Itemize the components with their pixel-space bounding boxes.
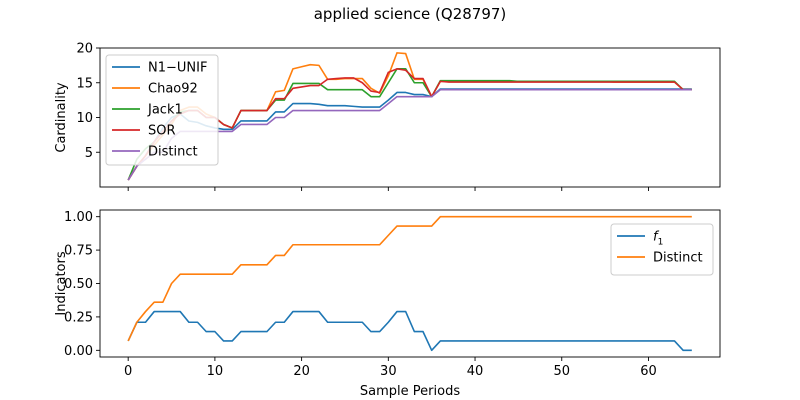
x-tick-label-2-2: 10 [207,364,224,379]
legend-label-1-5: Distinct [148,145,198,160]
y-tick-label-1-3: 15 [76,76,93,91]
panel-2: 0 10 20 30 40 50 60 0.00 0.25 0.50 0.75 1.00 Indicat… [54,209,721,399]
series-line-2-2 [127,215,692,342]
legend-box-2 [610,223,714,276]
series-line-2-1 [127,310,692,352]
legend-label-1-3: Jack1 [147,103,183,118]
series-line-1-4 [127,68,692,181]
figure-title: applied science (Q28797) [314,5,507,23]
x-axis-label-2: Sample Periods [360,384,460,399]
x-tick-label-2-1: 0 [124,364,132,379]
x-tick-label-2-5: 40 [467,364,484,379]
x-tick-label-2-4: 30 [380,364,397,379]
legend-1: N1−UNIF Chao92 Jack1 SOR Distinct [105,54,219,166]
x-tick-label-2-3: 20 [293,364,310,379]
x-tick-label-2-7: 60 [640,364,657,379]
panel-1: 5 10 15 20 Cardinality N1−UNIF Chao92 Jack1 SOR D… [54,42,721,191]
legend-box-1 [105,54,219,166]
y-axis-label-2: Indicators [54,251,69,315]
y-tick-label-2-1: 0.00 [64,344,93,359]
y-tick-label-2-3: 0.50 [64,277,93,292]
legend-label-subscript: 1 [658,238,664,248]
legend-label-2-1: f1 [653,230,663,248]
legend-label-1-4: SOR [148,124,176,139]
y-tick-label-2-4: 0.75 [64,244,93,259]
legend-label-base: f [653,230,660,245]
x-tick-label-2-6: 50 [553,364,570,379]
y-axis-label-1: Cardinality [54,82,69,153]
y-tick-label-1-2: 10 [76,111,93,126]
legend-2: f1 Distinct [610,223,714,276]
legend-label-1-2: Chao92 [148,82,198,97]
y-tick-label-1-4: 20 [76,42,93,57]
y-tick-label-2-2: 0.25 [64,310,93,325]
legend-label-2-2: Distinct [653,251,703,266]
legend-label-1-1: N1−UNIF [148,61,207,76]
y-tick-label-2-5: 1.00 [64,210,93,225]
y-tick-label-1-1: 5 [85,146,93,161]
chart-panels: 5101520CardinalityN1−UNIFChao92Jack1SORD… [54,42,721,399]
series-line-1-5 [127,88,692,181]
